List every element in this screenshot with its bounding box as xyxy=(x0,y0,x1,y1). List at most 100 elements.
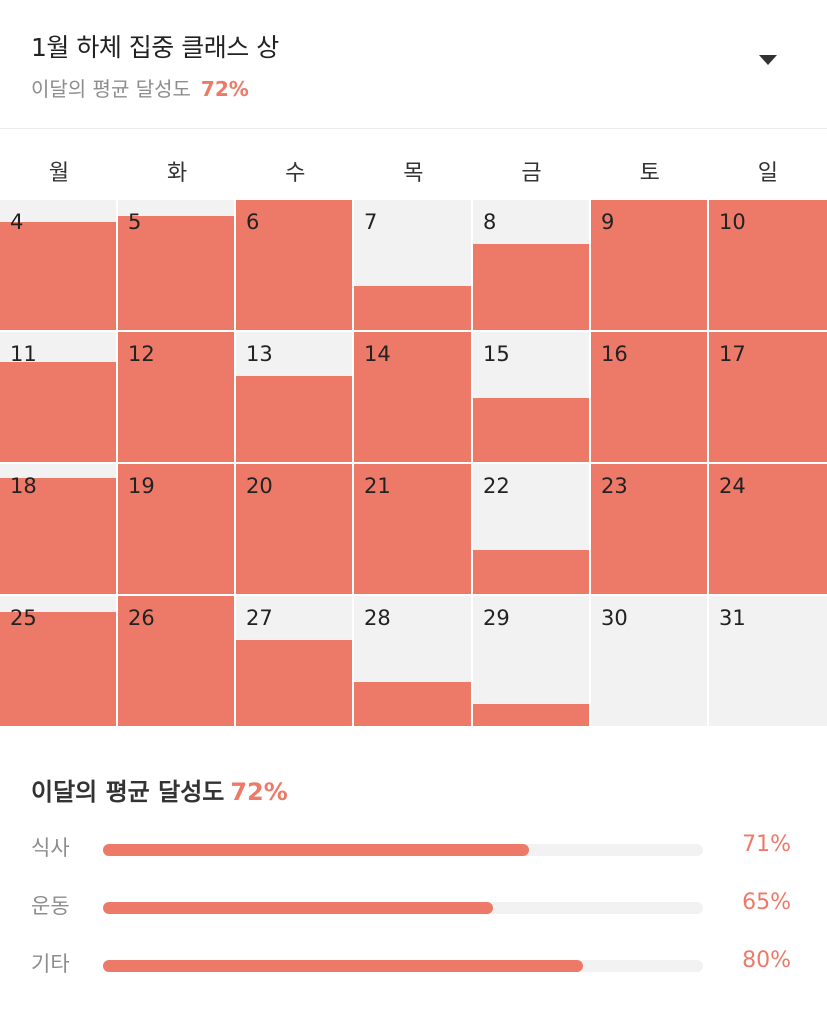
calendar-day[interactable]: 27 xyxy=(236,596,352,726)
day-number: 31 xyxy=(719,606,746,630)
day-number: 7 xyxy=(364,210,378,234)
calendar-day[interactable]: 18 xyxy=(0,464,116,594)
calendar-day[interactable]: 11 xyxy=(0,332,116,462)
calendar-day[interactable]: 24 xyxy=(709,464,827,594)
day-number: 27 xyxy=(246,606,273,630)
day-achievement-fill xyxy=(473,703,589,726)
day-number: 13 xyxy=(246,342,273,366)
calendar-day[interactable]: 28 xyxy=(354,596,471,726)
day-number: 28 xyxy=(364,606,391,630)
calendar-day[interactable]: 6 xyxy=(236,200,352,330)
day-number: 16 xyxy=(601,342,628,366)
weekday-label: 일 xyxy=(757,161,778,186)
calendar-day[interactable]: 5 xyxy=(118,200,234,330)
day-number: 14 xyxy=(364,342,391,366)
calendar-day[interactable]: 19 xyxy=(118,464,234,594)
calendar-day[interactable]: 16 xyxy=(591,332,707,462)
day-achievement-fill xyxy=(354,681,471,726)
calendar-day[interactable]: 31 xyxy=(709,596,827,726)
calendar-day[interactable]: 10 xyxy=(709,200,827,330)
summary-title-value: 72% xyxy=(230,778,288,806)
day-number: 26 xyxy=(128,606,155,630)
calendar-day[interactable]: 20 xyxy=(236,464,352,594)
calendar-day[interactable]: 26 xyxy=(118,596,234,726)
category-progress-fill xyxy=(103,844,529,856)
calendar-day[interactable]: 30 xyxy=(591,596,707,726)
weekday-label: 화 xyxy=(167,161,188,186)
day-number: 20 xyxy=(246,474,273,498)
category-row: 기타 80% xyxy=(0,948,827,988)
day-number: 9 xyxy=(601,210,615,234)
day-achievement-fill xyxy=(709,200,827,330)
day-achievement-fill xyxy=(591,464,707,594)
day-number: 10 xyxy=(719,210,746,234)
day-number: 15 xyxy=(483,342,510,366)
day-number: 21 xyxy=(364,474,391,498)
calendar-day[interactable]: 23 xyxy=(591,464,707,594)
weekday-label: 토 xyxy=(639,161,660,186)
day-achievement-fill xyxy=(236,464,352,594)
day-number: 6 xyxy=(246,210,260,234)
category-value: 80% xyxy=(742,948,791,973)
day-number: 24 xyxy=(719,474,746,498)
triangle-down-icon xyxy=(759,55,777,65)
day-achievement-fill xyxy=(0,222,116,330)
day-achievement-fill xyxy=(118,596,234,726)
calendar-day[interactable]: 12 xyxy=(118,332,234,462)
average-achievement-value: 72% xyxy=(200,77,249,101)
day-number: 19 xyxy=(128,474,155,498)
day-number: 5 xyxy=(128,210,142,234)
calendar-day[interactable]: 14 xyxy=(354,332,471,462)
day-achievement-fill xyxy=(118,332,234,462)
weekday-label: 금 xyxy=(521,161,542,186)
day-number: 4 xyxy=(10,210,24,234)
calendar-day[interactable]: 9 xyxy=(591,200,707,330)
day-achievement-fill xyxy=(236,200,352,330)
day-number: 22 xyxy=(483,474,510,498)
day-number: 23 xyxy=(601,474,628,498)
day-achievement-fill xyxy=(118,464,234,594)
category-progress-track xyxy=(103,960,703,972)
achievement-calendar: 4 5 6 7 8 9 10 11 12 13 14 15 16 17 18 19 20 21 22 23 24 25 26… xyxy=(0,200,827,726)
day-achievement-fill xyxy=(473,549,589,594)
calendar-day[interactable]: 15 xyxy=(473,332,589,462)
day-achievement-fill xyxy=(709,464,827,594)
calendar-day[interactable]: 4 xyxy=(0,200,116,330)
day-achievement-fill xyxy=(354,332,471,462)
calendar-day[interactable]: 13 xyxy=(236,332,352,462)
calendar-day[interactable]: 22 xyxy=(473,464,589,594)
summary-title: 이달의 평균 달성도 72% xyxy=(31,772,288,807)
day-achievement-fill xyxy=(0,478,116,594)
calendar-day[interactable]: 25 xyxy=(0,596,116,726)
calendar-day[interactable]: 7 xyxy=(354,200,471,330)
weekday-label: 목 xyxy=(403,161,424,186)
category-label: 식사 xyxy=(31,836,70,860)
day-number: 17 xyxy=(719,342,746,366)
header: 1월 하체 집중 클래스 상 이달의 평균 달성도 72% xyxy=(0,0,827,129)
category-row: 운동 65% xyxy=(0,890,827,930)
day-achievement-fill xyxy=(354,464,471,594)
day-achievement-fill xyxy=(709,332,827,462)
day-achievement-fill xyxy=(0,611,116,726)
day-achievement-fill xyxy=(591,200,707,330)
calendar-day[interactable]: 8 xyxy=(473,200,589,330)
day-number: 30 xyxy=(601,606,628,630)
day-achievement-fill xyxy=(0,361,116,462)
day-achievement-fill xyxy=(473,244,589,330)
category-progress-track xyxy=(103,844,703,856)
category-progress-fill xyxy=(103,960,583,972)
day-achievement-fill xyxy=(118,215,234,330)
calendar-day[interactable]: 29 xyxy=(473,596,589,726)
class-dropdown-button[interactable] xyxy=(748,44,788,76)
day-achievement-fill xyxy=(236,376,352,462)
calendar-day[interactable]: 17 xyxy=(709,332,827,462)
summary-title-label: 이달의 평균 달성도 xyxy=(31,778,225,806)
day-number: 29 xyxy=(483,606,510,630)
calendar-day[interactable]: 21 xyxy=(354,464,471,594)
category-progress-fill xyxy=(103,902,493,914)
page-title: 1월 하체 집중 클래스 상 xyxy=(31,33,279,62)
category-value: 71% xyxy=(742,832,791,857)
average-achievement-label: 이달의 평균 달성도 xyxy=(31,77,191,101)
day-number: 25 xyxy=(10,606,37,630)
day-number: 12 xyxy=(128,342,155,366)
